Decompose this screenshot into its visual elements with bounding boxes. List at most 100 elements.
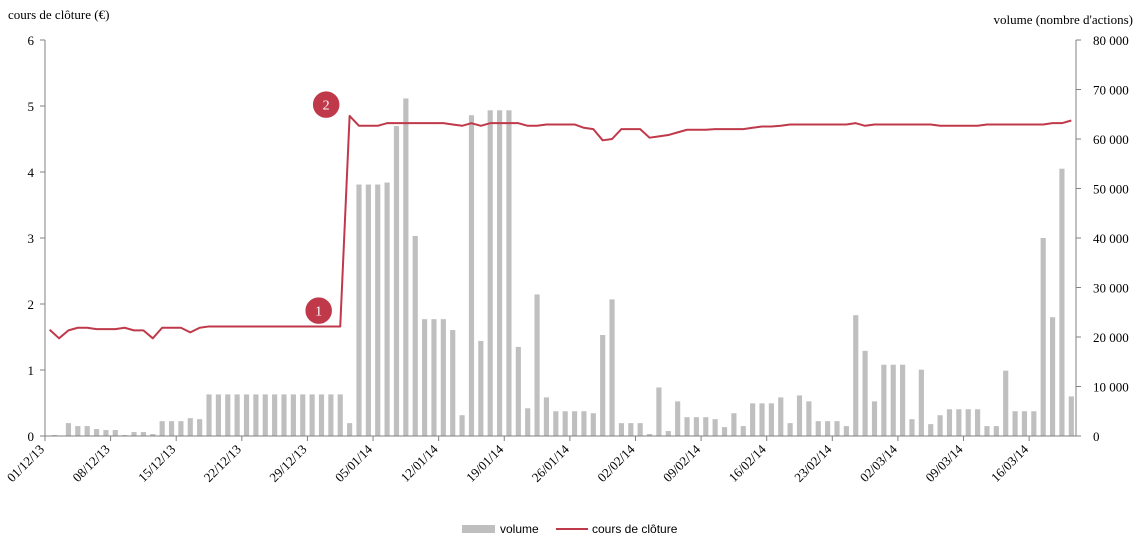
x-tick-label: 02/02/14 — [594, 441, 638, 485]
volume-bar — [384, 182, 390, 436]
volume-bar — [768, 403, 774, 436]
volume-bar — [375, 184, 381, 436]
right-tick-label: 70 000 — [1093, 83, 1129, 98]
volume-bar — [993, 426, 999, 436]
volume-bar — [215, 394, 221, 436]
volume-bar — [431, 319, 437, 436]
volume-bar — [328, 394, 334, 436]
volume-bar — [712, 419, 718, 436]
volume-bar — [206, 394, 212, 436]
volume-bar — [84, 426, 90, 436]
volume-bar — [937, 415, 943, 436]
markers: 12 — [303, 89, 341, 326]
volume-bar — [478, 340, 484, 436]
right-tick-label: 0 — [1093, 429, 1100, 444]
volume-bar — [497, 110, 503, 436]
volume-bar — [347, 423, 353, 436]
legend-price-label: cours de clôture — [592, 522, 678, 536]
left-tick-label: 4 — [28, 165, 35, 180]
volume-bar — [975, 409, 981, 436]
x-tick-label: 09/03/14 — [922, 441, 966, 485]
volume-bar — [1012, 411, 1018, 436]
volume-bar — [834, 421, 840, 436]
volume-bar — [956, 409, 962, 436]
x-tick-label: 22/12/13 — [201, 442, 244, 485]
x-tick-label: 09/02/14 — [660, 441, 704, 485]
x-tick-label: 16/03/14 — [988, 441, 1032, 485]
right-tick-label: 50 000 — [1093, 182, 1129, 197]
volume-bar — [721, 427, 728, 436]
volume-bar — [65, 423, 72, 436]
volume-bar — [675, 401, 681, 436]
volume-bar — [356, 184, 362, 436]
volume-bar — [131, 432, 137, 436]
volume-bar — [337, 394, 343, 436]
volume-bar — [665, 431, 671, 436]
volume-bar — [928, 424, 934, 436]
volume-bar — [881, 364, 887, 436]
volume-bar — [553, 411, 559, 436]
volume-bar — [93, 429, 100, 436]
volume-bar — [450, 330, 456, 436]
volume-bar — [646, 434, 653, 436]
x-tick-label: 05/01/14 — [332, 441, 376, 485]
volume-bar — [1003, 370, 1009, 436]
volume-bar — [609, 299, 615, 436]
volume-bar — [75, 426, 81, 436]
right-tick-label: 40 000 — [1093, 231, 1129, 246]
volume-bar — [150, 434, 156, 436]
volume-bar — [628, 423, 634, 436]
volume-bar — [759, 403, 765, 436]
volume-bar — [1021, 411, 1028, 436]
volume-bar — [590, 413, 596, 436]
volume-bar — [412, 236, 418, 436]
volume-bar — [253, 394, 259, 436]
volume-bar — [262, 394, 268, 436]
x-tick-label: 29/12/13 — [266, 442, 309, 485]
volume-bar — [750, 403, 756, 436]
right-tick-label: 20 000 — [1093, 330, 1129, 345]
volume-bar — [112, 430, 118, 436]
volume-bar — [1040, 238, 1046, 436]
right-axis-ticks: 0 10 000 20 000 30 000 40 000 50 000 60 000 70 … — [1076, 33, 1129, 444]
x-tick-label: 23/02/14 — [791, 441, 835, 485]
volume-bar — [140, 432, 146, 436]
volume-bar — [422, 319, 428, 436]
volume-bar — [900, 364, 906, 436]
volume-bar — [965, 409, 971, 436]
volume-bar — [234, 394, 240, 436]
right-tick-label: 80 000 — [1093, 33, 1129, 48]
volume-bar — [197, 419, 203, 436]
volume-bar — [243, 394, 250, 436]
marker-label: 1 — [315, 305, 322, 320]
left-tick-label: 0 — [28, 429, 35, 444]
volume-bar — [440, 319, 446, 436]
volume-bar — [506, 110, 512, 436]
volume-bar — [806, 401, 812, 436]
volume-bar — [403, 98, 409, 436]
price-line — [49, 114, 1072, 340]
left-tick-label: 1 — [28, 363, 35, 378]
volume-bar — [815, 421, 821, 436]
volume-bars — [51, 98, 1074, 437]
x-tick-label: 16/02/14 — [726, 441, 770, 485]
volume-bar — [272, 394, 278, 436]
volume-bar — [581, 411, 587, 436]
right-tick-label: 60 000 — [1093, 132, 1129, 147]
legend: volume cours de clôture — [462, 522, 678, 536]
volume-bar — [525, 408, 531, 436]
volume-bar — [787, 423, 793, 436]
volume-bar — [778, 397, 784, 436]
volume-bar — [309, 394, 315, 436]
volume-bar — [618, 423, 625, 436]
volume-bar — [562, 411, 568, 436]
volume-bar — [103, 430, 109, 436]
volume-bar — [1031, 411, 1037, 436]
volume-bar — [1059, 168, 1065, 436]
left-axis-ticks: 0 1 2 3 4 5 6 — [28, 33, 45, 444]
left-tick-label: 3 — [28, 231, 35, 246]
x-tick-label: 08/12/13 — [69, 442, 112, 485]
volume-bar — [703, 417, 709, 436]
x-tick-label: 15/12/13 — [135, 442, 178, 485]
